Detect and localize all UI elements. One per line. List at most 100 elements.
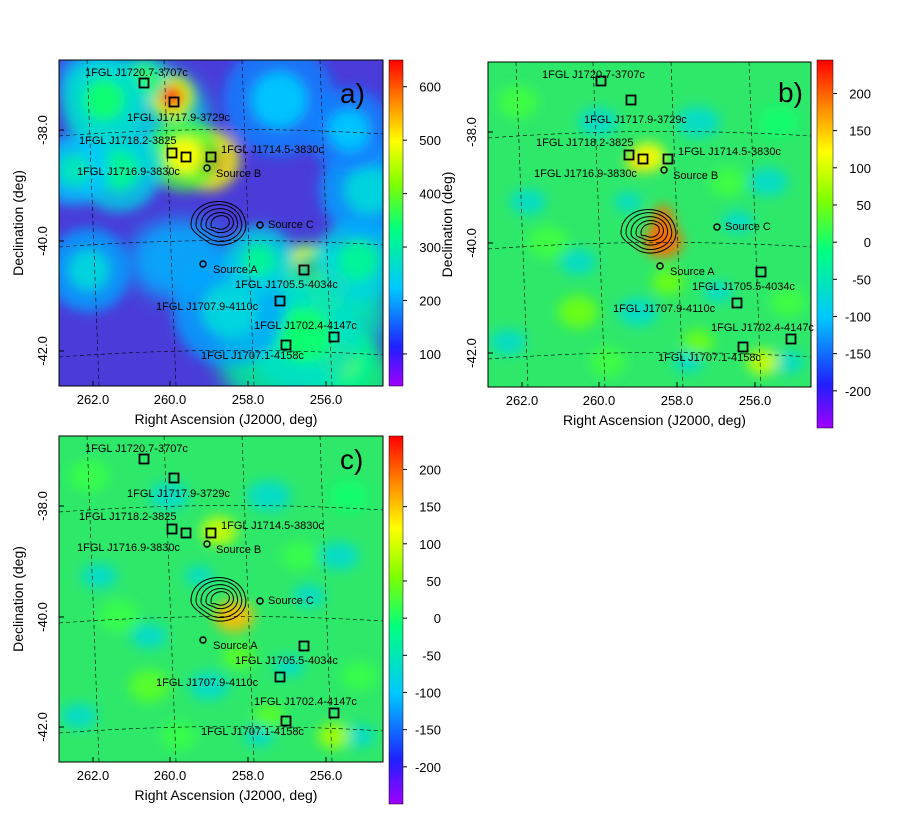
y-tick-label: -42.0 — [464, 338, 479, 368]
colorbar-tick-label: 600 — [419, 80, 441, 95]
point-source-marker — [203, 164, 211, 172]
y-tick-label: -42.0 — [35, 336, 50, 366]
fermi-source-square — [168, 96, 180, 108]
colorbar-tick-label: 400 — [419, 187, 441, 202]
markers-a: 1FGL J1720.7-3707c 1FGL J1717.9-3729c 1FGL… — [77, 67, 357, 362]
colorbar-gradient — [388, 59, 404, 387]
fermi-source-square — [274, 295, 286, 307]
y-axis-label: Declination (deg) — [10, 170, 26, 276]
coordinate-grid-a — [58, 59, 384, 387]
plot-frame-b — [487, 61, 812, 388]
colorbar-tick-label: -100 — [845, 309, 871, 324]
fermi-source-label: 1FGL J1702.4-4147c — [254, 320, 357, 332]
point-source-marker — [713, 223, 721, 231]
x-tick-label: 260.0 — [583, 393, 616, 408]
fermi-source-square — [625, 94, 637, 106]
fermi-source-square — [595, 75, 607, 87]
x-tick-label: 258.0 — [661, 393, 694, 408]
fermi-source-square — [328, 707, 340, 719]
markers-c: 1FGL J1720.7-3707c 1FGL J1717.9-3729c 1FGL… — [77, 443, 357, 738]
point-source-label: Source C — [268, 595, 314, 607]
y-tick-label: -40.0 — [464, 228, 479, 258]
x-tick-label: 260.0 — [154, 768, 187, 783]
point-source-marker — [256, 597, 264, 605]
fermi-source-label: 1FGL J1707.9-4110c — [613, 303, 716, 315]
colorbar-tick-label: 50 — [857, 198, 871, 213]
y-tick-label: -38.0 — [464, 117, 479, 147]
fermi-source-square — [205, 151, 217, 163]
fermi-source-square — [298, 264, 310, 276]
fermi-source-label: 1FGL J1702.4-4147c — [711, 322, 814, 334]
colorbar-tick-label: 200 — [849, 86, 871, 101]
fermi-source-square — [298, 640, 310, 652]
point-source-marker — [656, 262, 664, 270]
contours-b — [620, 209, 677, 254]
fermi-source-square — [731, 297, 743, 309]
fermi-source-label: 1FGL J1717.9-3729c — [127, 112, 230, 124]
point-source-marker — [660, 166, 668, 174]
y-tick-label: -38.0 — [35, 115, 50, 145]
colorbar-c: 200 150 100 50 0 -50 -100 -150 -200 — [388, 435, 441, 805]
fermi-source-label: 1FGL J1714.5-3830c — [221, 520, 324, 532]
x-tick-label: 260.0 — [154, 392, 187, 407]
fermi-source-square — [328, 331, 340, 343]
fermi-source-square — [274, 671, 286, 683]
colorbar-tick-label: -150 — [845, 347, 871, 362]
x-tick-label: 262.0 — [77, 768, 110, 783]
colorbar-tick-label: 100 — [419, 537, 441, 552]
fermi-source-label: 1FGL J1705.5-4034c — [235, 279, 338, 291]
colorbar-tick-label: 150 — [419, 500, 441, 515]
colorbar-tick-label: -50 — [422, 648, 441, 663]
colorbar-tick-label: -200 — [845, 384, 871, 399]
fermi-source-square — [180, 527, 192, 539]
point-source-label: Source C — [725, 221, 771, 233]
point-source-label: Source A — [213, 640, 258, 652]
panel-a: 1FGL J1720.7-3707c 1FGL J1717.9-3729c 1FGL… — [58, 59, 384, 387]
colorbar-tick-label: -200 — [415, 760, 441, 775]
fermi-source-label: 1FGL J1714.5-3830c — [678, 146, 781, 158]
fermi-source-label: 1FGL J1716.9-3830c — [534, 168, 637, 180]
fermi-source-square — [205, 527, 217, 539]
colorbar-gradient — [816, 59, 834, 429]
colorbar-tick-label: 100 — [849, 161, 871, 176]
point-source-label: Source B — [216, 168, 261, 180]
point-source-marker — [203, 540, 211, 548]
colorbar-tick-label: 50 — [427, 574, 441, 589]
heatmap-b — [488, 62, 811, 387]
fermi-source-label: 1FGL J1720.7-3707c — [542, 69, 645, 81]
contours-c — [190, 577, 247, 622]
axes-c: 262.0 260.0 258.0 256.0 -38.0 -40.0 -42.0 Right… — [10, 491, 342, 803]
colorbar-tick-label: 150 — [849, 124, 871, 139]
plot-frame-a — [58, 59, 384, 387]
panel-b: 1FGL J1720.7-3707c 1FGL J1717.9-3729c 1FGL… — [487, 61, 814, 388]
x-axis-label: Right Ascension (J2000, deg) — [135, 411, 318, 427]
fermi-source-square — [785, 333, 797, 345]
y-axis-label: Declination (deg) — [439, 172, 455, 278]
fermi-source-label: 1FGL J1716.9-3830c — [77, 166, 180, 178]
colorbar-tick-label: -150 — [415, 723, 441, 738]
y-tick-label: -40.0 — [35, 226, 50, 256]
fermi-source-label: 1FGL J1705.5-4034c — [692, 281, 795, 293]
fermi-source-label: 1FGL J1707.1-4158c — [658, 352, 761, 364]
x-tick-label: 258.0 — [232, 768, 265, 783]
fermi-source-square — [280, 339, 292, 351]
markers-b: 1FGL J1720.7-3707c 1FGL J1717.9-3729c 1FGL… — [534, 69, 814, 364]
colorbar-gradient — [388, 435, 404, 805]
point-source-marker — [199, 636, 207, 644]
coordinate-grid-c — [58, 435, 384, 763]
y-tick-label: -42.0 — [35, 712, 50, 742]
y-tick-label: -40.0 — [35, 602, 50, 632]
heatmap-c — [59, 436, 383, 762]
x-tick-label: 256.0 — [739, 393, 772, 408]
fermi-source-label: 1FGL J1718.2-3825 — [536, 137, 633, 149]
point-source-label: Source A — [670, 266, 715, 278]
x-tick-label: 262.0 — [77, 392, 110, 407]
fermi-source-square — [168, 472, 180, 484]
fermi-source-square — [138, 77, 150, 89]
fermi-source-label: 1FGL J1718.2-3825 — [79, 135, 176, 147]
fermi-source-square — [138, 453, 150, 465]
fermi-source-label: 1FGL J1702.4-4147c — [254, 696, 357, 708]
x-tick-label: 256.0 — [310, 768, 343, 783]
y-axis-label: Declination (deg) — [10, 546, 26, 652]
